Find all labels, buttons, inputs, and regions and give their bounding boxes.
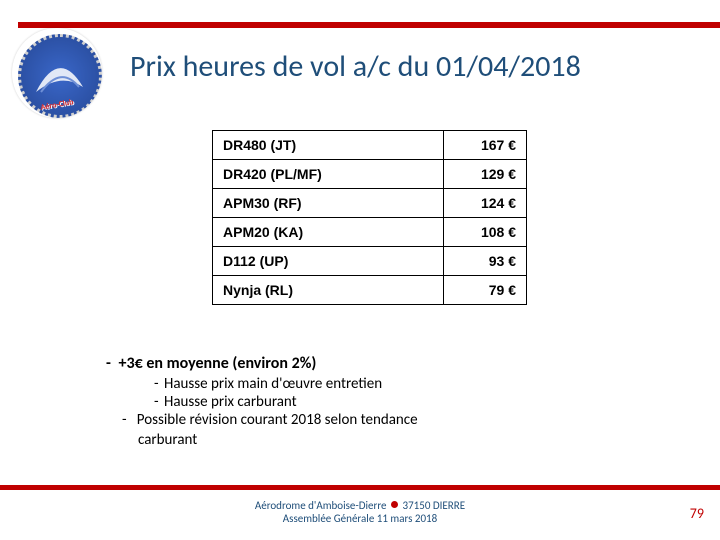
bullet-lvl1-cont: carburant (138, 431, 642, 449)
bullet-lvl2: Hausse prix main d'œuvre entretien (168, 375, 642, 393)
footer-line2: Assemblée Générale 11 mars 2018 (283, 512, 437, 525)
aircraft-price: 129 € (444, 160, 527, 189)
slide-title: Prix heures de vol a/c du 01/04/2018 (130, 48, 581, 85)
bullet-list: +3€ en moyenne (environ 2%) Hausse prix … (122, 354, 642, 449)
aircraft-price: 167 € (444, 131, 527, 160)
aircraft-name: D112 (UP) (213, 247, 444, 276)
footer-text: Aérodrome d'Amboise-Dierre 37150 DIERRE … (0, 499, 720, 527)
aircraft-name: APM30 (RF) (213, 189, 444, 218)
aircraft-price: 93 € (444, 247, 527, 276)
aircraft-name: APM20 (KA) (213, 218, 444, 247)
price-table: DR480 (JT)167 € DR420 (PL/MF)129 € APM30… (212, 130, 527, 305)
aircraft-price: 108 € (444, 218, 527, 247)
aircraft-name: DR420 (PL/MF) (213, 160, 444, 189)
aircraft-name: Nynja (RL) (213, 276, 444, 305)
club-logo: Aéro-Club (12, 28, 102, 118)
footer-accent-bar (0, 485, 720, 490)
table-row: DR420 (PL/MF)129 € (213, 160, 527, 189)
aircraft-price: 79 € (444, 276, 527, 305)
footer-line1-right: 37150 DIERRE (403, 499, 466, 512)
bullet-lvl1: +3€ en moyenne (environ 2%) (122, 354, 642, 373)
table-row: APM20 (KA)108 € (213, 218, 527, 247)
table-row: APM30 (RF)124 € (213, 189, 527, 218)
table-row: DR480 (JT)167 € (213, 131, 527, 160)
page-number: 79 (690, 505, 704, 522)
bullet-lvl2: Hausse prix carburant (168, 393, 642, 411)
footer-line1-left: Aérodrome d'Amboise-Dierre (255, 499, 387, 512)
dot-icon (391, 501, 398, 508)
top-accent-bar (18, 22, 720, 28)
aircraft-price: 124 € (444, 189, 527, 218)
aircraft-name: DR480 (JT) (213, 131, 444, 160)
bullet-lvl1: - Possible révision courant 2018 selon t… (122, 411, 642, 429)
table-row: Nynja (RL)79 € (213, 276, 527, 305)
table-row: D112 (UP)93 € (213, 247, 527, 276)
